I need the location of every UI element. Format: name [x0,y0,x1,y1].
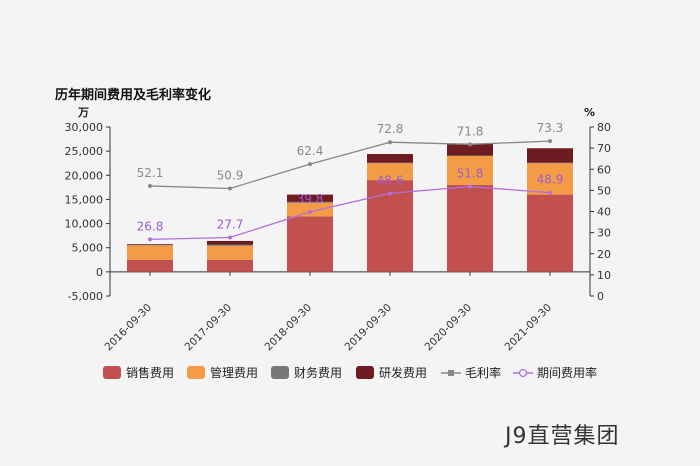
bar-segment [527,163,573,195]
bar-segment [287,216,333,272]
bar-segment [127,259,173,272]
left-tick-label: 20,000 [65,169,104,182]
left-tick-label: 10,000 [65,218,104,231]
expense-ratio-label: 51.8 [457,167,484,181]
legend: 销售费用 管理费用 财务费用 研发费用 毛利率 期间费用率 [103,365,597,380]
left-tick-label: -5,000 [68,290,103,303]
legend-label: 销售费用 [126,365,174,380]
x-tick-label: 2020-09-30 [422,302,474,354]
gross-margin-label: 52.1 [137,166,164,180]
chart-title: 历年期间费用及毛利率变化 [55,87,211,103]
bar-segment [207,245,253,260]
bar-segment [367,180,413,272]
expense-ratio-label: 48.9 [537,173,564,187]
bar-segment [447,143,493,156]
legend-marker [448,370,454,376]
series-point [148,183,152,188]
bar-segment [447,155,493,185]
x-tick-label: 2017-09-30 [182,302,234,354]
series-point [468,184,472,189]
legend-swatch [103,366,121,379]
series-point [548,139,552,144]
left-tick-label: 30,000 [65,121,104,134]
right-tick-label: 70 [597,142,611,155]
bar-segment [287,194,333,202]
gross-margin-label: 62.4 [297,144,324,158]
series-point [228,186,232,191]
bar-segment [207,240,253,245]
right-tick-label: 80 [597,121,611,134]
legend-marker [518,368,528,378]
expense-ratio-label: 48.6 [377,173,404,187]
bar-segment [287,202,333,217]
right-axis-unit: % [584,106,595,119]
bar-segment [287,201,333,203]
gross-margin-label: 71.8 [457,124,484,138]
legend-label: 期间费用率 [537,365,597,380]
left-tick-label: 15,000 [65,193,104,206]
series-point [308,162,312,167]
bar-segment [367,163,413,181]
left-tick-label: 0 [96,266,103,279]
right-tick-label: 0 [597,290,604,303]
legend-label: 管理费用 [210,365,258,380]
series-point [548,190,552,195]
bar-segment [527,194,573,272]
legend-swatch [271,366,289,379]
bar-segment [207,259,253,272]
x-tick-label: 2021-09-30 [502,302,554,354]
expense-ratio-label: 27.7 [217,217,244,231]
watermark-text: J9直营集团 [503,424,620,449]
bar-segment [207,244,253,246]
x-tick-label: 2016-09-30 [102,302,154,354]
right-tick-label: 30 [597,227,611,240]
legend-swatch [187,366,205,379]
right-tick-label: 40 [597,206,611,219]
bar-segment [367,154,413,163]
right-tick-label: 50 [597,184,611,197]
bar-segment [127,244,173,245]
bars-layer [127,143,573,272]
gross-margin-label: 73.3 [537,121,564,135]
series-point [148,237,152,242]
gross-margin-label: 72.8 [377,122,404,136]
left-tick-label: 5,000 [72,242,104,255]
series-point [308,209,312,214]
series-point [388,140,392,145]
left-tick-label: 25,000 [65,145,104,158]
series-point [468,142,472,147]
gross-margin-label: 50.9 [217,168,244,182]
x-tick-label: 2019-09-30 [342,302,394,354]
series-line [149,185,551,241]
x-tick-label: 2018-09-30 [262,302,314,354]
expense-ratio-label: 26.8 [137,219,164,233]
right-tick-label: 20 [597,248,611,261]
bar-segment [127,245,173,260]
legend-swatch [356,366,374,379]
bar-segment [527,148,573,163]
legend-label: 研发费用 [379,365,427,380]
labels-layer: 52.1 50.9 62.4 72.8 71.8 73.3 26.8 27.7 39.8 48.6… [137,121,564,233]
series-line [149,140,551,190]
right-tick-label: 60 [597,163,611,176]
series-point [228,235,232,240]
legend-label: 毛利率 [465,365,501,380]
lines-layer [148,139,552,242]
bar-segment [447,184,493,272]
series-point [388,191,392,196]
legend-label: 财务费用 [294,365,342,380]
left-axis-unit: 万 [77,106,89,119]
expense-ratio-label: 39.8 [297,192,324,206]
right-tick-label: 10 [597,269,611,282]
